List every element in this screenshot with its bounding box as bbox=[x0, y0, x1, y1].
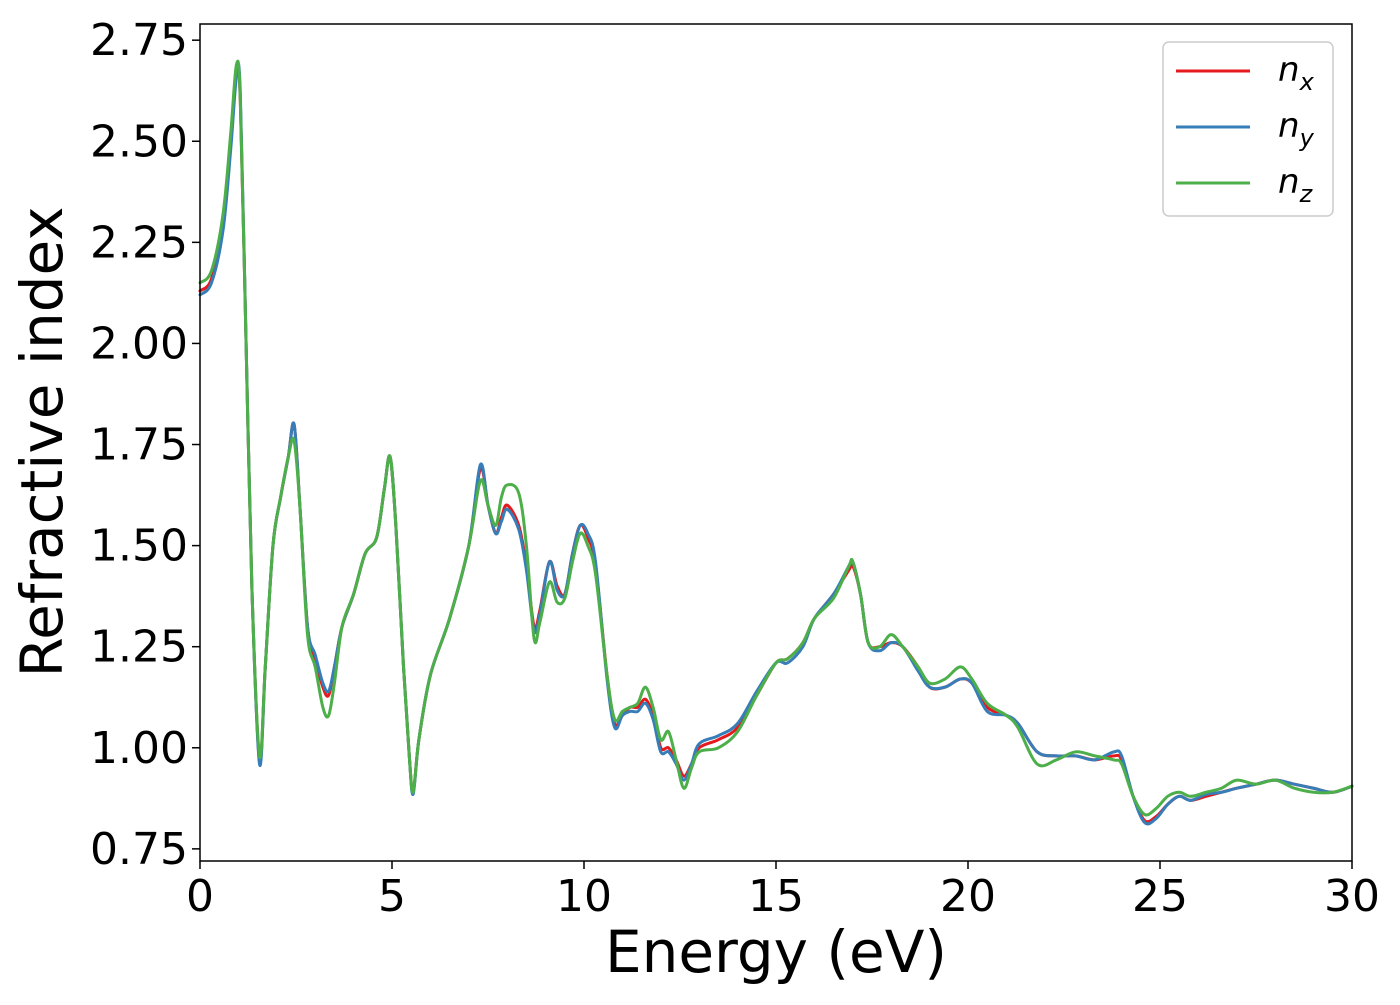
y-axis-ticks: 0.75 1.00 1.25 1.50 1.75 2.00 2.25 2.50 2.75 bbox=[90, 15, 200, 875]
x-tick-label: 25 bbox=[1132, 871, 1188, 922]
series-layer bbox=[198, 59, 1354, 826]
x-tick-label: 5 bbox=[378, 871, 406, 922]
legend-box bbox=[1162, 41, 1334, 217]
series-line-n-z bbox=[198, 59, 1354, 817]
x-tick-label: 30 bbox=[1324, 871, 1380, 922]
y-tick-label: 2.25 bbox=[90, 217, 188, 268]
y-tick-label: 2.00 bbox=[90, 318, 188, 369]
x-axis-title: Energy (eV) bbox=[605, 918, 947, 986]
y-tick-label: 1.25 bbox=[90, 622, 188, 673]
y-axis-title: Refractive index bbox=[8, 206, 76, 677]
y-tick-label: 1.50 bbox=[90, 521, 188, 572]
x-axis-ticks: 0 5 10 15 20 25 30 bbox=[186, 861, 1380, 922]
y-tick-label: 1.75 bbox=[90, 420, 188, 471]
y-tick-label: 2.50 bbox=[90, 116, 188, 167]
y-tick-label: 1.00 bbox=[90, 723, 188, 774]
legend-label-n-x: nx bbox=[1278, 50, 1315, 96]
legend-label-n-y: ny bbox=[1278, 106, 1315, 152]
y-tick-label: 0.75 bbox=[90, 824, 188, 875]
x-tick-label: 10 bbox=[556, 871, 612, 922]
legend-label-n-z: nz bbox=[1278, 162, 1314, 208]
x-tick-label: 0 bbox=[186, 871, 214, 922]
y-tick-label: 2.75 bbox=[90, 15, 188, 66]
x-tick-label: 20 bbox=[940, 871, 996, 922]
legend: nx ny nz bbox=[1162, 41, 1334, 217]
x-tick-label: 15 bbox=[748, 871, 804, 922]
